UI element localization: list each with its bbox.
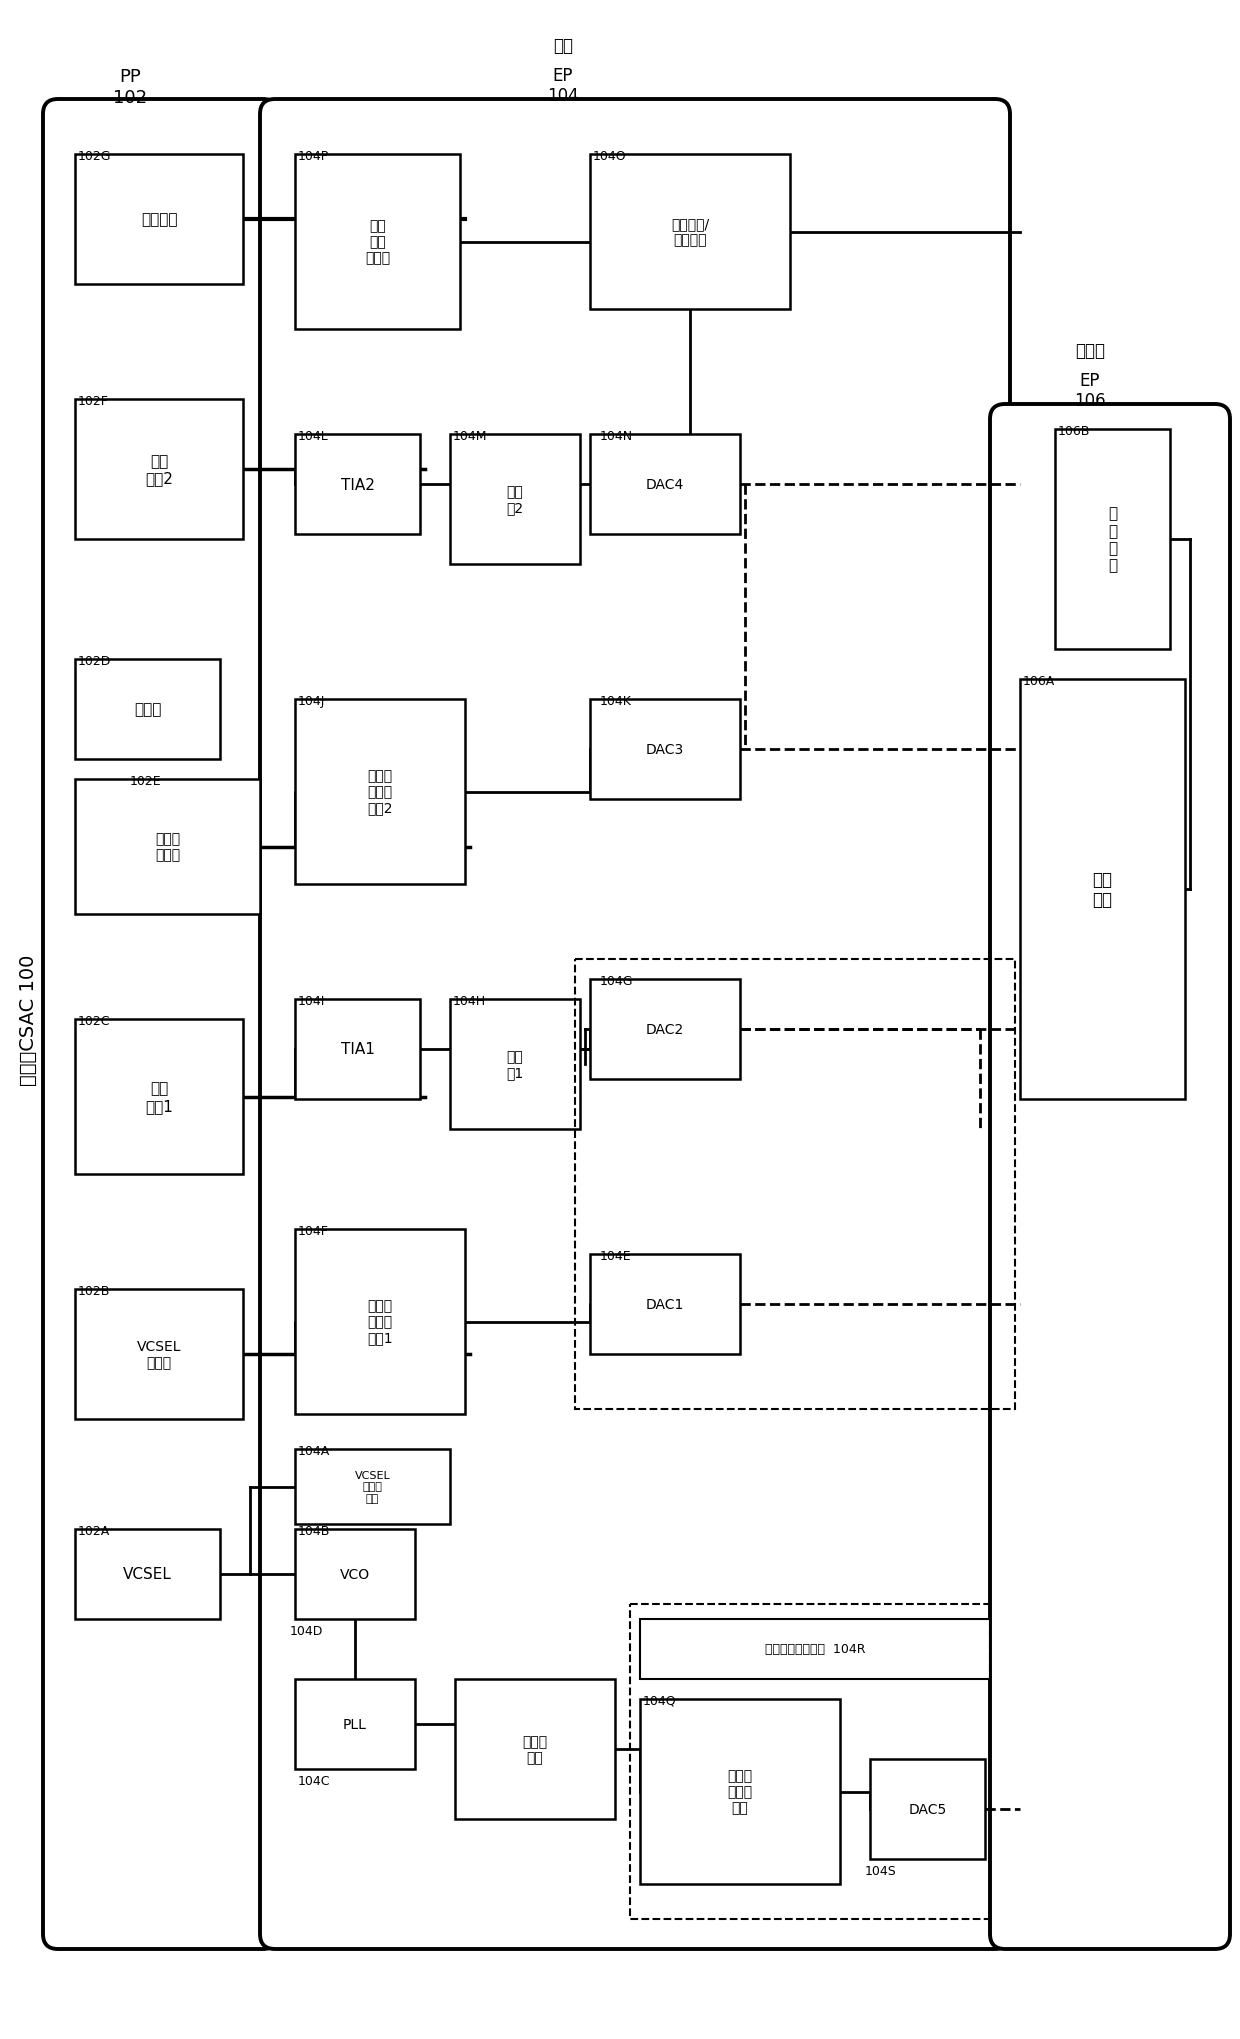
Text: TIA1: TIA1 (341, 1042, 374, 1056)
FancyBboxPatch shape (295, 1529, 415, 1619)
Text: 加热器电流控制器  104R: 加热器电流控制器 104R (765, 1643, 866, 1656)
Text: 104A: 104A (298, 1444, 330, 1458)
Text: 功
率
调
节: 功 率 调 节 (1107, 506, 1117, 573)
Text: DAC4: DAC4 (646, 477, 684, 491)
FancyBboxPatch shape (590, 155, 790, 310)
FancyBboxPatch shape (260, 100, 1011, 1949)
FancyBboxPatch shape (74, 779, 260, 916)
Text: DAC5: DAC5 (909, 1802, 946, 1817)
FancyBboxPatch shape (74, 1020, 243, 1174)
Text: 104P: 104P (298, 151, 330, 163)
Text: PP
102: PP 102 (113, 67, 148, 106)
FancyBboxPatch shape (590, 1254, 740, 1354)
Text: 加热器
电流控
制器: 加热器 电流控 制器 (728, 1768, 753, 1815)
Text: VCSEL
加热器: VCSEL 加热器 (136, 1340, 181, 1370)
Text: 104I: 104I (298, 995, 325, 1007)
FancyBboxPatch shape (870, 1760, 985, 1860)
Text: VCSEL
电流控
制器: VCSEL 电流控 制器 (355, 1470, 391, 1503)
FancyBboxPatch shape (640, 1619, 990, 1680)
FancyBboxPatch shape (295, 699, 465, 885)
Text: 104F: 104F (298, 1223, 329, 1238)
Text: 106: 106 (1074, 391, 1106, 410)
Text: 102F: 102F (78, 396, 109, 408)
Text: 104H: 104H (453, 995, 486, 1007)
Text: 加热器
电流控
制器2: 加热器 电流控 制器2 (367, 769, 393, 816)
Text: DAC2: DAC2 (646, 1022, 684, 1036)
Text: EP: EP (553, 67, 573, 86)
Text: 微控
制器: 微控 制器 (1092, 871, 1112, 909)
FancyBboxPatch shape (295, 1680, 415, 1770)
FancyBboxPatch shape (74, 155, 243, 285)
FancyBboxPatch shape (295, 155, 460, 330)
Text: 102B: 102B (78, 1285, 110, 1297)
Text: 滤波
器2: 滤波 器2 (506, 485, 523, 514)
FancyBboxPatch shape (43, 100, 278, 1949)
Text: 磁场线圈: 磁场线圈 (141, 212, 177, 228)
Text: 104L: 104L (298, 430, 329, 442)
Text: 气体池
加热器: 气体池 加热器 (155, 832, 180, 862)
Text: 晶体振
荡器: 晶体振 荡器 (522, 1733, 548, 1764)
Text: 102C: 102C (78, 1015, 110, 1028)
Text: 102D: 102D (78, 655, 112, 667)
Text: 改善的CSAC 100: 改善的CSAC 100 (19, 954, 37, 1085)
Text: 104Q: 104Q (644, 1694, 677, 1707)
Text: 104M: 104M (453, 430, 487, 442)
Text: EP: EP (1080, 371, 1100, 389)
FancyBboxPatch shape (295, 1230, 465, 1415)
Text: 线圈
电流
控制器: 线圈 电流 控制器 (365, 218, 391, 265)
Text: VCO: VCO (340, 1568, 370, 1580)
FancyBboxPatch shape (640, 1698, 839, 1884)
Text: 104G: 104G (600, 975, 634, 987)
Text: DAC1: DAC1 (646, 1297, 684, 1311)
Text: 104B: 104B (298, 1525, 330, 1537)
FancyBboxPatch shape (1055, 430, 1171, 650)
Text: 104D: 104D (290, 1625, 324, 1637)
Text: 102G: 102G (78, 151, 112, 163)
Text: 104S: 104S (866, 1864, 897, 1878)
Text: 加热器
电流控
制器1: 加热器 电流控 制器1 (367, 1299, 393, 1346)
Text: 气体池: 气体池 (134, 701, 161, 718)
FancyBboxPatch shape (74, 1289, 243, 1419)
FancyBboxPatch shape (450, 999, 580, 1130)
Text: 滤波
器1: 滤波 器1 (506, 1050, 523, 1079)
FancyBboxPatch shape (590, 699, 740, 799)
Text: 光检
测器2: 光检 测器2 (145, 453, 172, 485)
FancyBboxPatch shape (74, 1529, 219, 1619)
FancyBboxPatch shape (590, 979, 740, 1079)
Text: 106A: 106A (1023, 675, 1055, 687)
FancyBboxPatch shape (295, 1450, 450, 1525)
Text: 104J: 104J (298, 695, 325, 708)
FancyBboxPatch shape (1021, 679, 1185, 1099)
Text: 温控: 温控 (553, 37, 573, 55)
FancyBboxPatch shape (74, 400, 243, 540)
FancyBboxPatch shape (590, 434, 740, 534)
Text: 光检
测器1: 光检 测器1 (145, 1081, 172, 1113)
FancyBboxPatch shape (450, 434, 580, 565)
Text: 非温控: 非温控 (1075, 343, 1105, 359)
FancyBboxPatch shape (74, 661, 219, 761)
FancyBboxPatch shape (295, 434, 420, 534)
Text: VCSEL: VCSEL (123, 1566, 172, 1582)
Text: 106B: 106B (1058, 424, 1090, 438)
Text: 104N: 104N (600, 430, 634, 442)
Text: 104O: 104O (593, 151, 626, 163)
Text: 104E: 104E (600, 1250, 631, 1262)
Text: 102E: 102E (130, 775, 161, 787)
Text: DAC3: DAC3 (646, 742, 684, 756)
Text: 精确电压/
电流参考: 精确电压/ 电流参考 (671, 218, 709, 247)
Text: 104K: 104K (600, 695, 632, 708)
FancyBboxPatch shape (990, 406, 1230, 1949)
Text: PLL: PLL (343, 1717, 367, 1731)
Text: 102A: 102A (78, 1525, 110, 1537)
FancyBboxPatch shape (295, 999, 420, 1099)
Text: 104: 104 (547, 88, 579, 104)
Text: TIA2: TIA2 (341, 477, 374, 491)
Text: 104C: 104C (298, 1774, 331, 1786)
FancyBboxPatch shape (455, 1680, 615, 1819)
